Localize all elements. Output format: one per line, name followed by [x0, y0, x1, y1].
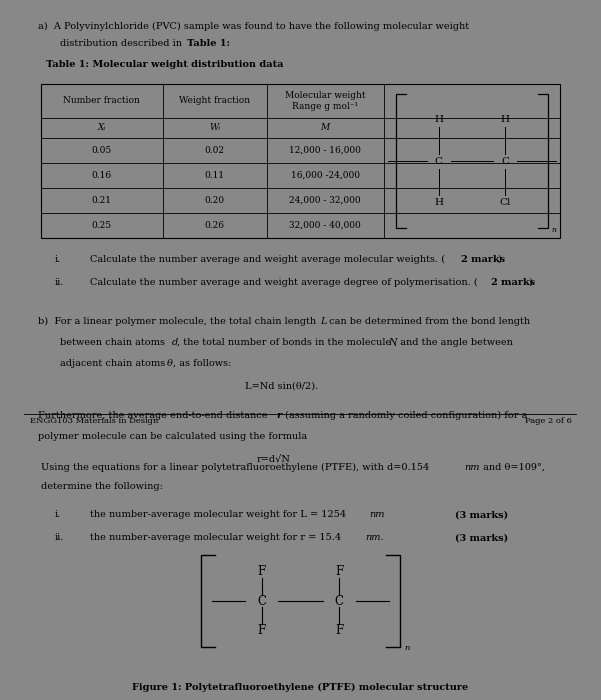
Text: between chain atoms: between chain atoms — [60, 338, 168, 347]
Text: H: H — [435, 115, 444, 124]
Bar — [41, 84, 560, 238]
Text: M: M — [320, 123, 330, 132]
Text: Furthermore, the average end-to-end distance: Furthermore, the average end-to-end dist… — [38, 411, 270, 420]
Text: L=Nd sin(θ/2).: L=Nd sin(θ/2). — [245, 382, 319, 391]
Text: θ: θ — [167, 359, 173, 368]
Text: C: C — [257, 594, 266, 608]
Text: ii.: ii. — [55, 533, 64, 542]
Text: a)  A Polyvinylchloride (PVC) sample was found to have the following molecular w: a) A Polyvinylchloride (PVC) sample was … — [38, 22, 469, 31]
Text: 0.11: 0.11 — [205, 171, 225, 180]
Text: Calculate the number average and weight average degree of polymerisation. (: Calculate the number average and weight … — [90, 278, 478, 287]
Text: n: n — [551, 225, 556, 234]
Text: d: d — [172, 338, 178, 347]
Text: , as follows:: , as follows: — [172, 359, 231, 368]
Text: Using the equations for a linear polytetrafluoroethylene (PTFE), with d=0.154: Using the equations for a linear polytet… — [41, 463, 432, 473]
Text: 32,000 - 40,000: 32,000 - 40,000 — [289, 221, 361, 230]
Text: 16,000 -24,000: 16,000 -24,000 — [291, 171, 359, 180]
Text: n: n — [404, 645, 410, 652]
Text: the number-average molecular weight for L = 1254: the number-average molecular weight for … — [90, 510, 350, 519]
Text: Molecular weight: Molecular weight — [285, 91, 365, 100]
Text: Table 1: Molecular weight distribution data: Table 1: Molecular weight distribution d… — [46, 60, 284, 69]
Text: b)  For a linear polymer molecule, the total chain length: b) For a linear polymer molecule, the to… — [38, 317, 319, 326]
Text: 2 marks: 2 marks — [461, 255, 505, 264]
Text: adjacent chain atoms: adjacent chain atoms — [60, 359, 168, 368]
Text: Weight fraction: Weight fraction — [179, 97, 250, 106]
Text: ENGG103 Materials in Design: ENGG103 Materials in Design — [29, 417, 158, 426]
Text: Table 1:: Table 1: — [187, 39, 230, 48]
Text: (3 marks): (3 marks) — [456, 510, 508, 519]
Text: ): ) — [528, 278, 532, 287]
Text: F: F — [258, 624, 266, 637]
Text: Xᵢ: Xᵢ — [97, 123, 106, 132]
Text: Calculate the number average and weight average molecular weights. (: Calculate the number average and weight … — [90, 255, 445, 264]
Text: Wᵢ: Wᵢ — [209, 123, 220, 132]
Text: F: F — [335, 565, 343, 578]
Text: i.: i. — [55, 510, 61, 519]
Text: Figure 1: Polytetrafluoroethylene (PTFE) molecular structure: Figure 1: Polytetrafluoroethylene (PTFE)… — [132, 682, 469, 692]
Text: can be determined from the bond length: can be determined from the bond length — [326, 317, 530, 326]
Text: and θ=109°,: and θ=109°, — [480, 463, 545, 472]
Text: 0.02: 0.02 — [205, 146, 225, 155]
Text: Number fraction: Number fraction — [63, 97, 140, 106]
Text: N: N — [388, 338, 397, 347]
Text: (assuming a randomly coiled configuration) for a: (assuming a randomly coiled configuratio… — [282, 411, 528, 420]
Text: i.: i. — [55, 255, 61, 264]
Text: Range g mol⁻¹: Range g mol⁻¹ — [292, 102, 358, 111]
Text: ii.: ii. — [55, 278, 64, 287]
Text: nm.: nm. — [365, 533, 384, 542]
Text: 0.16: 0.16 — [91, 171, 112, 180]
Text: L: L — [320, 317, 327, 326]
Text: the number-average molecular weight for r = 15.4: the number-average molecular weight for … — [90, 533, 344, 542]
Text: C: C — [435, 157, 443, 166]
Text: 2 marks: 2 marks — [491, 278, 535, 287]
Text: ): ) — [497, 255, 501, 264]
Text: 24,000 - 32,000: 24,000 - 32,000 — [289, 196, 361, 205]
Text: 12,000 - 16,000: 12,000 - 16,000 — [289, 146, 361, 155]
Text: C: C — [501, 157, 509, 166]
Text: r: r — [276, 411, 281, 420]
Text: nm: nm — [370, 510, 385, 519]
Text: determine the following:: determine the following: — [41, 482, 162, 491]
Text: r=d√N: r=d√N — [256, 455, 290, 463]
Text: Cl: Cl — [499, 198, 511, 207]
Text: 0.21: 0.21 — [92, 196, 112, 205]
Text: , the total number of bonds in the molecule: , the total number of bonds in the molec… — [177, 338, 395, 347]
Text: 0.20: 0.20 — [205, 196, 225, 205]
Text: H: H — [501, 115, 510, 124]
Text: nm: nm — [465, 463, 480, 472]
Text: , and the angle between: , and the angle between — [394, 338, 513, 347]
Text: polymer molecule can be calculated using the formula: polymer molecule can be calculated using… — [38, 432, 307, 441]
Text: F: F — [335, 624, 343, 637]
Text: distribution described in: distribution described in — [60, 39, 185, 48]
Text: C: C — [335, 594, 344, 608]
Text: F: F — [258, 565, 266, 578]
Text: 0.25: 0.25 — [91, 221, 112, 230]
Text: H: H — [435, 198, 444, 207]
Text: (3 marks): (3 marks) — [456, 533, 508, 542]
Text: 0.05: 0.05 — [91, 146, 112, 155]
Text: 0.26: 0.26 — [205, 221, 225, 230]
Text: Page 2 of 6: Page 2 of 6 — [525, 417, 572, 426]
